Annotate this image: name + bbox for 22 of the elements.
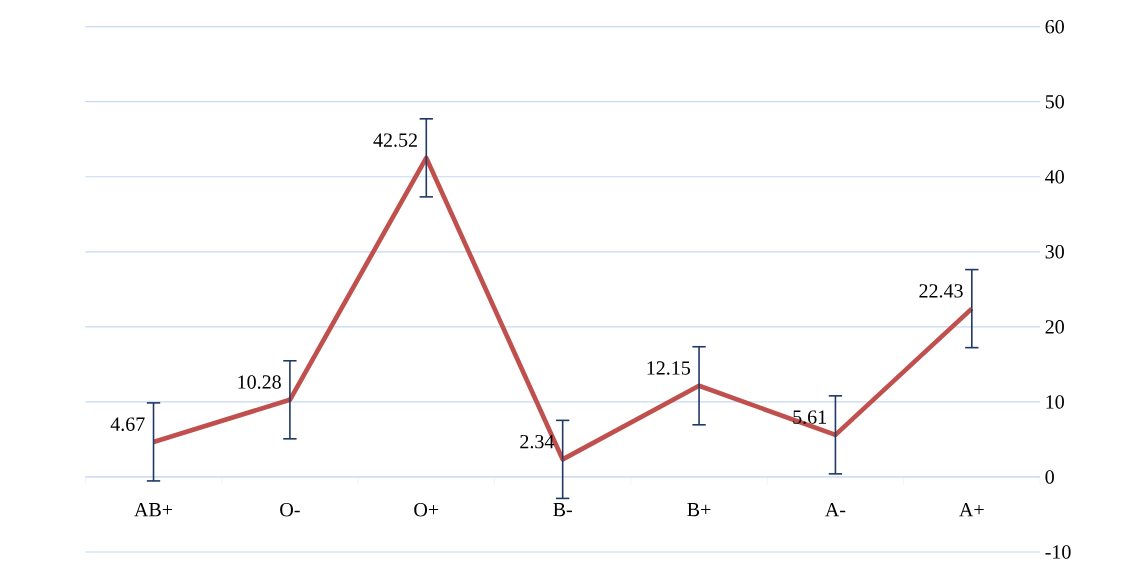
data-label: 4.67 [110, 417, 145, 431]
x-tick-label: B- [553, 503, 572, 517]
data-label: 2.34 [520, 434, 555, 449]
x-tick-label: O+ [414, 503, 439, 517]
data-label: 10.28 [238, 375, 281, 389]
data-label: 42.52 [373, 133, 417, 147]
y-tick-label: 50 [1045, 94, 1064, 109]
x-tick-label: O- [280, 503, 300, 517]
y-tick-label: 60 [1045, 19, 1064, 34]
x-tick-label: A- [825, 503, 846, 517]
x-tick-label: B+ [687, 503, 711, 517]
data-label: 22.43 [919, 284, 963, 298]
x-tick-label: A+ [959, 503, 984, 517]
y-tick-label: 40 [1045, 170, 1064, 184]
y-tick-label: 0 [1045, 470, 1054, 484]
y-tick-label: 10 [1046, 395, 1064, 409]
y-tick-label: 20 [1045, 320, 1064, 334]
y-tick-label: -10 [1045, 545, 1071, 559]
data-label: 5.61 [793, 410, 826, 424]
x-tick-label: AB+ [134, 503, 173, 517]
y-tick-label: 30 [1045, 245, 1064, 259]
data-label: 12.15 [647, 361, 690, 375]
